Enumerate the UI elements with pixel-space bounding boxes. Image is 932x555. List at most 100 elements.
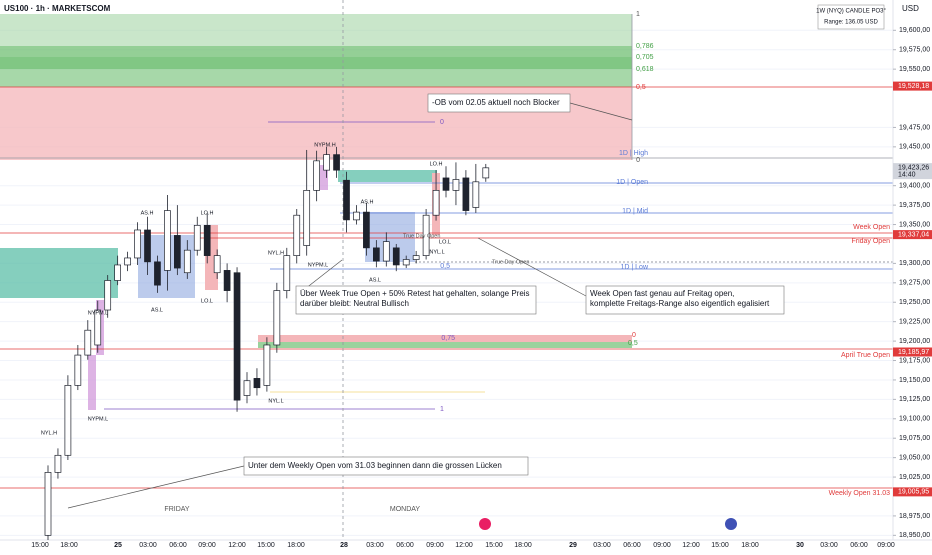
level-label: 0,5: [628, 340, 638, 347]
currency[interactable]: USD: [902, 4, 919, 13]
candle: [392, 243, 400, 272]
x-tick-label: 03:00: [139, 542, 157, 549]
x-tick-label: 18:00: [741, 542, 759, 549]
y-tick-label: 18,950,00: [899, 532, 930, 539]
candle: [174, 205, 181, 276]
candle: [422, 209, 430, 260]
link: [569, 102, 633, 121]
candle: [462, 170, 470, 216]
candle: [273, 282, 281, 353]
candle: [114, 255, 122, 286]
x-tick-label: 09:00: [426, 542, 444, 549]
candle-body: [44, 472, 52, 536]
candle-body: [84, 329, 92, 356]
candle-body: [233, 272, 241, 401]
candle-body: [164, 210, 171, 271]
candle: [343, 171, 350, 233]
candle-body: [134, 229, 141, 259]
candle: [134, 222, 141, 265]
candle: [373, 240, 380, 268]
candles: [44, 146, 490, 540]
y-tick-label: 18,975,00: [899, 513, 930, 520]
y-tick-label: 19,225,00: [899, 319, 930, 326]
candle: [213, 249, 221, 279]
ny-box: [318, 165, 328, 190]
fib-zone: [258, 335, 632, 342]
candle: [44, 465, 52, 540]
candle-body: [114, 264, 122, 281]
y-tick-label: 19,275,00: [899, 280, 930, 287]
level-label: April True Open: [841, 352, 890, 359]
level-label: 1: [636, 11, 640, 18]
candle: [243, 372, 251, 404]
candle: [482, 163, 490, 182]
candle: [432, 170, 440, 221]
candle: [283, 247, 291, 299]
candle-body: [373, 247, 380, 262]
price-label-bg: [893, 487, 932, 497]
price-axis: [893, 0, 932, 550]
candle-body: [193, 224, 201, 251]
candle: [382, 232, 390, 267]
price-label: 19,005,95: [898, 489, 929, 496]
annotation-box: [427, 93, 571, 113]
fib-zone: [258, 342, 632, 348]
annotation-text: darüber bleibt: Neutral Bullisch: [300, 299, 409, 308]
price-label-time: 14:40: [898, 171, 916, 178]
y-tick-label: 19,475,00: [899, 124, 930, 131]
candle-body: [283, 255, 291, 291]
x-tick-label: 29: [569, 542, 577, 549]
candle-body: [482, 167, 490, 179]
y-tick-label: 19,100,00: [899, 416, 930, 423]
x-tick-label: 12:00: [455, 542, 473, 549]
candle: [293, 209, 301, 264]
level-label: 0,705: [636, 54, 654, 61]
candle-body: [353, 211, 360, 221]
candle-body: [144, 229, 151, 263]
candle-body: [412, 255, 420, 260]
level-label: True Day Open: [492, 259, 529, 265]
candle: [313, 150, 320, 202]
candle-body: [363, 211, 370, 249]
level-label: 1: [440, 406, 444, 413]
level-label: 0: [636, 157, 640, 164]
candle-body: [263, 344, 271, 386]
price-label-bg: [893, 81, 932, 91]
candle-body: [223, 270, 231, 291]
annotation-text: Week Open fast genau auf Freitag open,: [590, 289, 734, 298]
session-label: AS.H: [361, 199, 374, 205]
x-tick-label: 06:00: [623, 542, 641, 549]
session-label: LO.L: [201, 298, 213, 304]
y-tick-label: 19,050,00: [899, 454, 930, 461]
candle-body: [64, 385, 72, 456]
candle-body: [74, 354, 82, 386]
candle-body: [462, 177, 470, 211]
x-tick-label: 09:00: [653, 542, 671, 549]
candle-body: [104, 280, 112, 311]
level-label: 0,618: [636, 66, 654, 73]
level-label: True Day Open: [403, 233, 440, 239]
candle: [74, 344, 82, 391]
candle-body: [213, 255, 221, 274]
y-tick-label: 19,175,00: [899, 357, 930, 364]
candle: [363, 202, 370, 256]
candle: [94, 300, 102, 353]
candle-body: [243, 380, 251, 396]
annotation-box: [585, 285, 785, 315]
y-tick-label: 19,300,00: [899, 260, 930, 267]
x-tick-label: 15:00: [31, 542, 49, 549]
session-label: NYPM.H: [314, 142, 335, 148]
x-tick-label: 25: [114, 542, 122, 549]
event-icon[interactable]: [479, 518, 491, 530]
candle-body: [343, 179, 350, 221]
chart-title: US100 · 1h · MARKETSCOM: [4, 4, 111, 13]
session-label: LO.H: [201, 210, 214, 216]
candle: [203, 212, 211, 264]
event-icon[interactable]: [725, 518, 737, 530]
x-tick-label: 15:00: [711, 542, 729, 549]
session-label: NYL.L: [268, 398, 283, 404]
candle-body: [382, 241, 390, 262]
candle-body: [333, 154, 340, 171]
y-tick-label: 19,350,00: [899, 221, 930, 228]
x-tick-label: 06:00: [396, 542, 414, 549]
